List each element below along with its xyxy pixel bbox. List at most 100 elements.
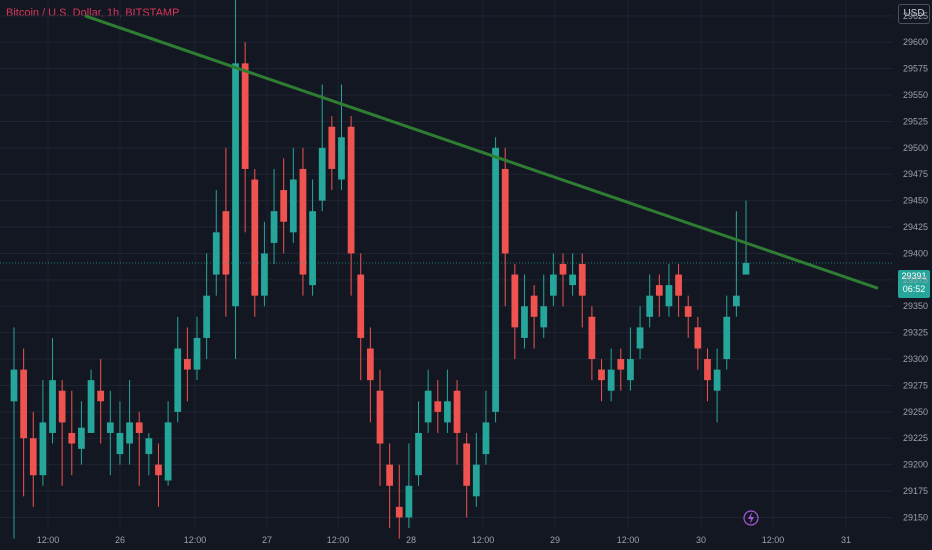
candle-body xyxy=(309,211,316,286)
candle-body xyxy=(193,337,201,370)
y-tick-label: 29575 xyxy=(903,64,928,74)
candle-body xyxy=(694,327,702,349)
candle-body xyxy=(78,427,85,449)
candle-body xyxy=(10,369,18,402)
y-tick-label: 29275 xyxy=(903,380,928,390)
candle-body xyxy=(357,274,365,338)
candle-body xyxy=(405,485,413,518)
x-tick-label: 12:00 xyxy=(37,535,60,545)
candle-body xyxy=(492,147,499,412)
y-tick-label: 29400 xyxy=(903,248,928,258)
lightning-icon xyxy=(743,510,759,526)
candle-body xyxy=(713,369,721,391)
candle-body xyxy=(106,422,114,433)
candle-body xyxy=(29,438,37,476)
y-tick-label: 29225 xyxy=(903,433,928,443)
x-tick-label: 12:00 xyxy=(762,535,785,545)
candle-body xyxy=(434,401,442,412)
candle-body xyxy=(424,390,432,423)
candle-body xyxy=(511,274,519,328)
x-tick-label: 12:00 xyxy=(184,535,207,545)
x-tick-label: 12:00 xyxy=(617,535,640,545)
candle-body xyxy=(68,432,76,444)
trendline xyxy=(84,14,879,290)
candle-body xyxy=(289,179,297,233)
candle-body xyxy=(386,464,394,486)
candle-body xyxy=(155,464,162,476)
candle-body xyxy=(366,348,374,381)
candle-body xyxy=(126,422,133,444)
candle-body xyxy=(549,274,557,296)
y-tick-label: 29150 xyxy=(903,512,928,522)
x-tick-label: 12:00 xyxy=(327,535,350,545)
candle-body xyxy=(588,316,596,360)
candle-body xyxy=(232,63,239,307)
candle-body xyxy=(58,390,66,423)
candle-body xyxy=(174,348,182,412)
candle-body xyxy=(578,264,586,296)
x-tick-label: 27 xyxy=(262,535,272,545)
candle-body xyxy=(646,295,654,317)
y-tick-label: 29350 xyxy=(903,301,928,311)
candle-body xyxy=(145,438,153,455)
candle-body xyxy=(87,380,95,433)
candle-body xyxy=(569,274,577,286)
y-tick-label: 29550 xyxy=(903,90,928,100)
candle-body xyxy=(97,390,105,402)
y-tick-label: 29500 xyxy=(903,143,928,153)
candle-body xyxy=(135,422,143,433)
candle-body xyxy=(183,359,191,370)
candle-body xyxy=(675,274,682,296)
candle-body xyxy=(395,506,403,518)
candle-body xyxy=(655,285,663,296)
candle-body xyxy=(559,264,567,275)
currency-button[interactable]: USD xyxy=(898,4,930,24)
candle-body xyxy=(39,422,47,476)
candle-body xyxy=(453,390,461,433)
y-tick-label: 29300 xyxy=(903,354,928,364)
x-tick-label: 30 xyxy=(696,535,706,545)
candle-body xyxy=(49,380,56,433)
candle-body xyxy=(280,190,288,222)
candle-body xyxy=(540,306,548,328)
candle-body xyxy=(251,179,259,296)
candle-body xyxy=(627,359,634,381)
candle-body xyxy=(665,285,673,307)
candle-body xyxy=(598,369,605,381)
candle-body xyxy=(723,316,731,360)
candle-body xyxy=(318,147,326,201)
candle-body xyxy=(463,443,471,486)
candle-body xyxy=(299,168,307,275)
x-tick-label: 31 xyxy=(841,535,851,545)
candle-body xyxy=(328,126,336,169)
candle-body xyxy=(376,390,384,444)
candle-body xyxy=(20,369,28,439)
y-tick-label: 29475 xyxy=(903,169,928,179)
candle-body xyxy=(742,262,750,275)
candle-body xyxy=(203,295,211,338)
candle-body xyxy=(338,137,345,180)
candle-countdown: 06:52 xyxy=(902,284,926,294)
candle-body xyxy=(222,211,230,275)
candle-body xyxy=(684,306,692,317)
candle-body xyxy=(472,464,480,497)
x-tick-label: 28 xyxy=(406,535,416,545)
candle-body xyxy=(501,168,509,254)
candle-body xyxy=(116,432,124,455)
x-tick-label: 29 xyxy=(550,535,560,545)
current-price-value: 29391 xyxy=(901,271,927,281)
candle-body xyxy=(530,295,538,317)
y-tick-label: 29325 xyxy=(903,328,928,338)
candle-body xyxy=(270,211,278,243)
y-tick-label: 29425 xyxy=(903,222,928,232)
candle-body xyxy=(732,295,740,307)
y-tick-label: 29175 xyxy=(903,486,928,496)
current-price-label: 29391 06:52 xyxy=(898,270,930,298)
candle-body xyxy=(617,359,625,370)
y-tick-label: 29250 xyxy=(903,407,928,417)
y-tick-label: 29600 xyxy=(903,37,928,47)
y-tick-label: 29375 xyxy=(903,275,928,285)
candle-body xyxy=(347,126,355,254)
